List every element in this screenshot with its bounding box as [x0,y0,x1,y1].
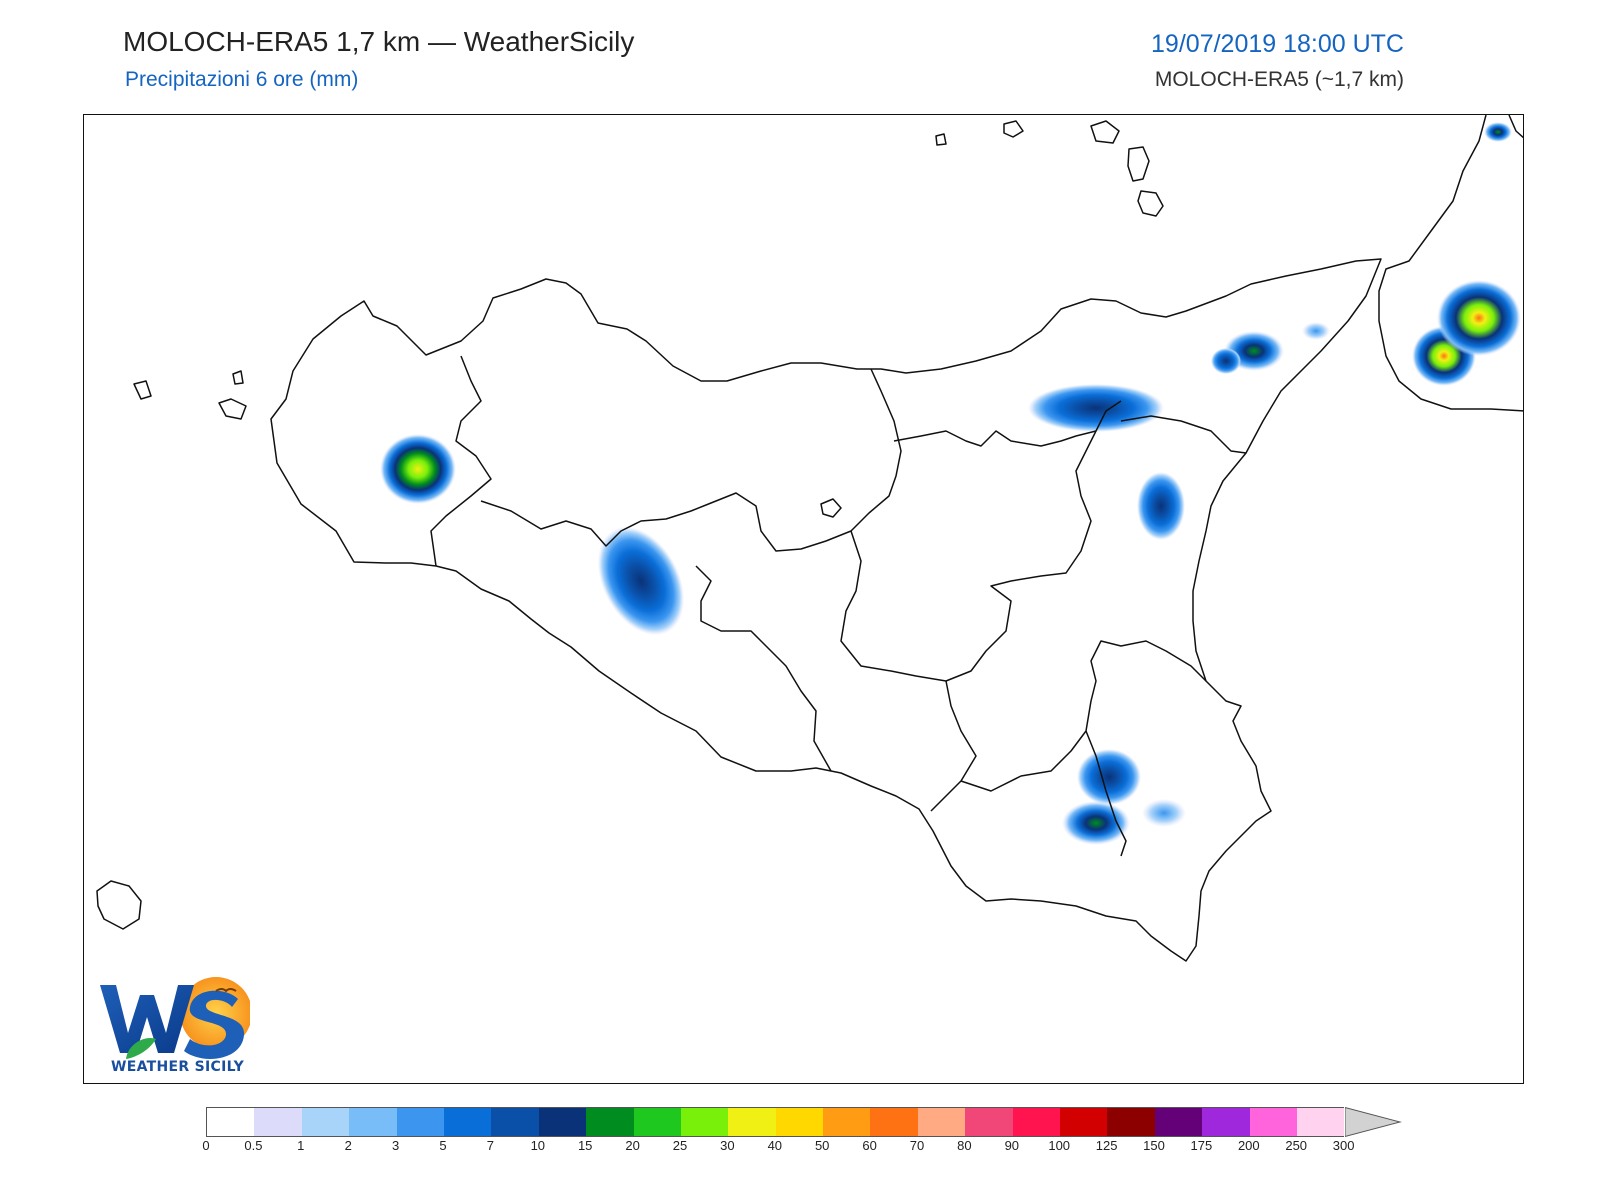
colorbar-tick-label: 2 [344,1138,352,1153]
colorbar-swatch [870,1108,918,1136]
colorbar-tick-label: 40 [767,1138,783,1153]
colorbar-tick-label: 80 [957,1138,972,1153]
colorbar-swatch [965,1108,1013,1136]
weather-sicily-logo [100,977,250,1059]
province-border [930,680,977,812]
colorbar-tick-label: 20 [625,1138,640,1153]
rain-cell-hyblaean-3 [1142,799,1186,827]
colorbar-tick-label: 0 [202,1138,210,1153]
colorbar-tick-label: 200 [1237,1138,1260,1153]
rain-cell-calabria-2 [1437,280,1521,356]
colorbar-swatch [1154,1108,1203,1136]
colorbar-tick-label: 5 [439,1138,447,1153]
province-border [480,368,902,552]
colorbar-swatch [728,1108,776,1136]
colorbar-swatch [775,1108,824,1136]
colorbar-tick-label: 30 [720,1138,735,1153]
colorbar-tick-label: 100 [1048,1138,1071,1153]
island-alicudi [935,133,947,146]
colorbar-swatch [1012,1108,1061,1136]
map-subtitle: Precipitazioni 6 ore (mm) [125,68,359,91]
map-title: MOLOCH-ERA5 1,7 km — WeatherSicily [123,26,635,57]
s-letter-icon [184,990,245,1059]
colorbar-swatch [1202,1108,1250,1136]
island-pantelleria [96,880,142,930]
colorbar-swatch [633,1108,681,1136]
island-marettimo [133,380,152,400]
colorbar-swatch [538,1108,587,1136]
colorbar-swatch [586,1108,634,1136]
colorbar-tick-label: 7 [486,1138,495,1153]
colorbar-overflow-arrow [1345,1107,1402,1137]
province-border [960,640,1207,792]
rain-cell-etna [1137,472,1185,540]
rain-cell-hyblaean-2 [1062,801,1130,845]
colorbar-tick-label: 300 [1332,1138,1355,1153]
valid-datetime: 19/07/2019 18:00 UTC [1151,30,1404,58]
precipitation-cells [380,122,1521,845]
colorbar-tick-label: 15 [577,1138,593,1153]
island-levanzo [232,370,244,385]
rain-cell-nebrodi [1028,384,1164,432]
province-border [893,430,1097,447]
w-letter-icon [100,985,194,1053]
colorbar-tick-label: 25 [672,1138,688,1153]
province-border [840,400,1122,682]
map-panel: WEATHER SICILY [83,114,1524,1084]
island-vulcano [1137,190,1164,217]
colorbar-swatch [396,1108,444,1136]
rain-cell-peloritani-3 [1302,322,1330,340]
model-label: MOLOCH-ERA5 (~1,7 km) [1154,68,1404,91]
colorbar-swatch [917,1108,966,1136]
leaf-icon [126,1037,156,1059]
rain-cell-central-west [597,526,685,636]
coastlines [96,115,1523,962]
colorbar-swatch [207,1108,255,1136]
colorbar-tick-label: 50 [814,1138,830,1153]
calabria-coastline [1508,115,1523,139]
colorbar-swatch [680,1108,729,1136]
province-border [430,355,492,567]
colorbar-tick-label: 10 [530,1138,546,1153]
island-favignana [218,398,247,420]
colorbar-swatch [1249,1108,1297,1136]
colorbar-tick-label: 150 [1143,1138,1165,1153]
colorbar-tick-label: 3 [391,1138,400,1153]
rain-cell-west [380,434,456,504]
colorbar-swatch [1296,1108,1345,1136]
rain-cell-hyblaean-1 [1077,749,1141,805]
colorbar-labels: 0 0.5 1 2 3 5 7 10 15 20 25 30 40 50 60 70 80 90 100 125 150… [202,1138,1406,1156]
rain-cell-calabria-3 [1484,122,1512,142]
logo-wordmark: WEATHER SICILY [111,1059,245,1075]
colorbar-swatch [823,1108,871,1136]
island-salina [1090,120,1120,144]
bird-icon [215,988,237,993]
colorbar-swatch [301,1108,350,1136]
colorbar-swatch [443,1108,492,1136]
province-border [1085,730,1127,857]
colorbar-tick-label: 175 [1190,1138,1213,1153]
precipitation-map [96,115,1523,962]
colorbar-swatch [491,1108,539,1136]
sicily-coastline [270,258,1382,962]
colorbar-tick-label: 70 [909,1138,925,1153]
colorbar-swatch [349,1108,397,1136]
colorbar-swatch [254,1108,302,1136]
province-border [1120,415,1247,454]
colorbar-swatch [1060,1108,1108,1136]
colorbar-tick-label: 1 [297,1138,305,1153]
precipitation-colorbar [206,1107,1345,1137]
colorbar-tick-label: 0.5 [244,1138,263,1153]
island-ustica [820,498,842,518]
calabria-coastline [1378,115,1523,412]
colorbar-tick-label: 125 [1095,1138,1118,1153]
colorbar-tick-label: 60 [862,1138,877,1153]
rain-cell-peloritani-2 [1211,348,1241,374]
island-lipari [1127,146,1150,182]
province-border [695,565,832,772]
colorbar-swatch [1107,1108,1155,1136]
island-filicudi [1003,120,1024,138]
colorbar-tick-label: 250 [1285,1138,1308,1153]
colorbar-tick-label: 90 [1004,1138,1020,1153]
